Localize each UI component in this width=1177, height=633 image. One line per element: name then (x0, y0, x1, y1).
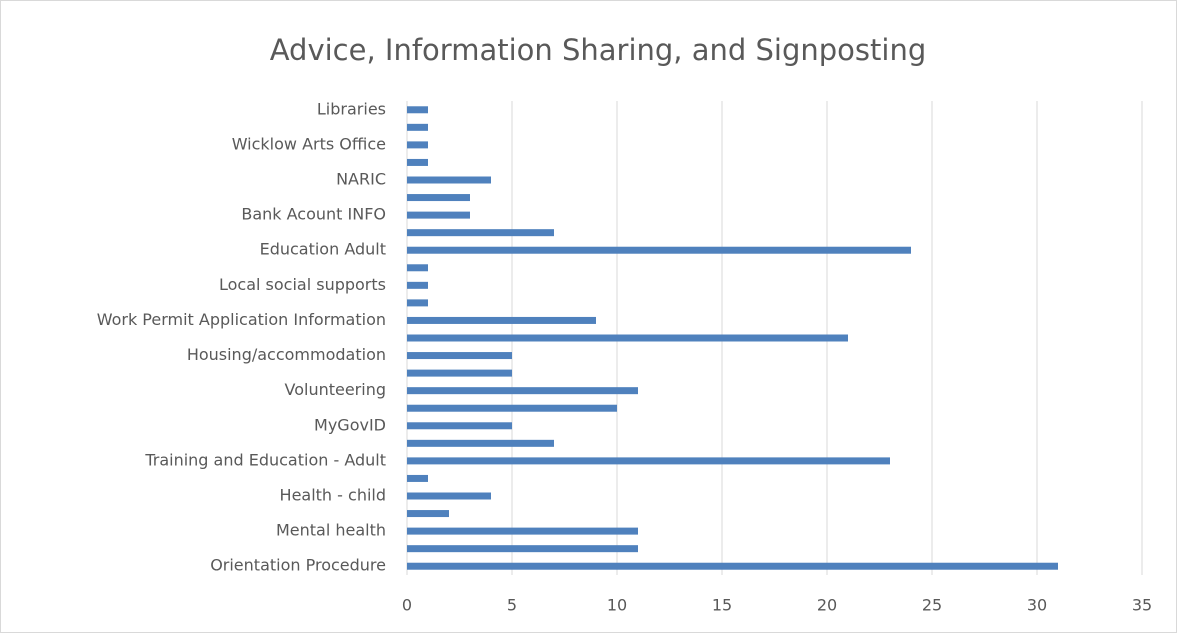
bar (407, 106, 428, 114)
bar (407, 404, 617, 412)
bar (407, 474, 428, 482)
bar (407, 299, 428, 307)
x-tick-label: 35 (1132, 596, 1152, 615)
bar (407, 229, 554, 237)
y-tick-label: Work Permit Application Information (97, 310, 386, 329)
x-tick-label: 15 (712, 596, 732, 615)
y-tick-label: Health - child (280, 486, 386, 505)
x-tick-label: 5 (507, 596, 517, 615)
bar (407, 439, 554, 447)
y-tick-label: Wicklow Arts Office (232, 134, 386, 153)
bar (407, 422, 512, 430)
y-tick-label: Volunteering (285, 380, 387, 399)
y-tick-label: MyGovID (314, 415, 386, 434)
y-tick-label: Education Adult (260, 240, 386, 259)
y-tick-label: Orientation Procedure (210, 556, 386, 575)
bar (407, 158, 428, 166)
bar (407, 492, 491, 500)
bar (407, 387, 638, 395)
bar (407, 141, 428, 149)
x-tick-label: 10 (607, 596, 627, 615)
bar (407, 211, 470, 219)
bar (407, 369, 512, 377)
x-tick-label: 30 (1027, 596, 1047, 615)
chart-title: Advice, Information Sharing, and Signpos… (270, 33, 927, 67)
y-tick-label: Libraries (317, 99, 386, 118)
x-tick-label: 20 (817, 596, 837, 615)
bar (407, 316, 596, 324)
y-tick-label: Local social supports (219, 275, 386, 294)
x-tick-label: 25 (922, 596, 942, 615)
bar (407, 176, 491, 184)
bar (407, 562, 1058, 570)
bar (407, 352, 512, 360)
bar (407, 527, 638, 535)
bar (407, 545, 638, 553)
bar (407, 123, 428, 131)
bar (407, 194, 470, 202)
bar (407, 334, 848, 342)
y-tick-label: Training and Education - Adult (144, 450, 386, 469)
bar (407, 246, 911, 254)
y-tick-label: Housing/accommodation (187, 345, 386, 364)
x-tick-label: 0 (402, 596, 412, 615)
bar (407, 510, 449, 518)
bar (407, 457, 890, 465)
bar (407, 281, 428, 289)
y-tick-label: NARIC (336, 170, 386, 189)
y-tick-label: Bank Acount INFO (241, 205, 386, 224)
y-tick-label: Mental health (276, 521, 386, 540)
bar (407, 264, 428, 272)
